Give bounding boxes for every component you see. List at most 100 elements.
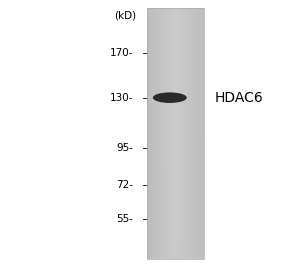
Bar [147,63,204,65]
Text: 130-: 130- [110,93,133,103]
Bar [147,18,204,20]
Bar [147,13,204,15]
Bar [147,97,204,98]
Bar [147,50,204,51]
Bar [147,85,204,87]
Bar [147,240,204,242]
Bar [147,148,204,150]
Bar [147,237,204,239]
Bar [147,183,204,185]
Bar [147,8,204,10]
Bar [147,118,204,120]
Bar [147,92,204,93]
Bar [147,205,204,207]
Bar [147,60,204,62]
Bar [147,133,204,135]
Bar [147,123,204,125]
Bar [147,23,204,25]
Bar [147,77,204,78]
Bar [147,214,204,215]
Bar [147,178,204,180]
Bar [147,75,204,77]
Bar [147,68,204,70]
Bar [147,30,204,31]
Bar [147,175,204,177]
Bar [147,143,204,145]
Bar [147,257,204,259]
Bar [147,16,204,18]
Bar [147,170,204,172]
Bar [147,58,204,60]
Bar [147,138,204,140]
Bar [147,130,204,132]
Bar [147,199,204,200]
Bar [147,43,204,45]
Bar [147,224,204,225]
Bar [147,157,204,158]
Bar [147,207,204,209]
Bar [147,222,204,224]
Bar [147,125,204,127]
Bar [147,80,204,82]
Bar [147,168,204,170]
Bar [147,20,204,21]
Bar [147,225,204,227]
Bar [147,120,204,122]
Bar [147,152,204,153]
Bar [147,185,204,187]
Bar [147,162,204,163]
Bar [147,190,204,192]
Bar [147,117,204,118]
Bar [147,87,204,88]
Bar [147,242,204,244]
Bar [147,172,204,173]
Bar [147,132,204,133]
Bar [147,177,204,178]
Bar [147,70,204,72]
Bar [147,235,204,237]
Bar [147,158,204,160]
Bar [147,128,204,130]
Bar [147,155,204,157]
Bar [147,229,204,230]
Bar [147,255,204,257]
Bar [147,95,204,97]
Bar [147,234,204,235]
Bar [147,113,204,115]
Bar [147,72,204,73]
Bar [147,15,204,16]
Text: 72-: 72- [116,180,133,190]
Bar [147,112,204,113]
Bar [147,217,204,219]
Bar [147,26,204,28]
Bar [147,254,204,255]
Ellipse shape [153,92,187,103]
Bar [147,142,204,143]
Bar [147,122,204,123]
Bar [147,33,204,35]
Bar [147,11,204,13]
Bar [147,197,204,199]
Bar [147,232,204,234]
Bar [147,153,204,155]
Bar [147,145,204,147]
Text: (kD): (kD) [114,11,136,21]
Bar [147,188,204,190]
Bar [147,21,204,23]
Bar [147,202,204,204]
Bar [147,252,204,254]
Bar [147,83,204,85]
Bar [147,28,204,30]
Bar [147,88,204,90]
Bar [147,73,204,75]
Bar [147,220,204,222]
Bar [147,103,204,105]
Bar [147,244,204,245]
Bar [147,40,204,41]
Text: 95-: 95- [116,143,133,153]
Bar [147,195,204,197]
Bar [147,48,204,50]
Text: HDAC6: HDAC6 [215,91,264,105]
Bar [147,8,204,259]
Bar [147,45,204,46]
